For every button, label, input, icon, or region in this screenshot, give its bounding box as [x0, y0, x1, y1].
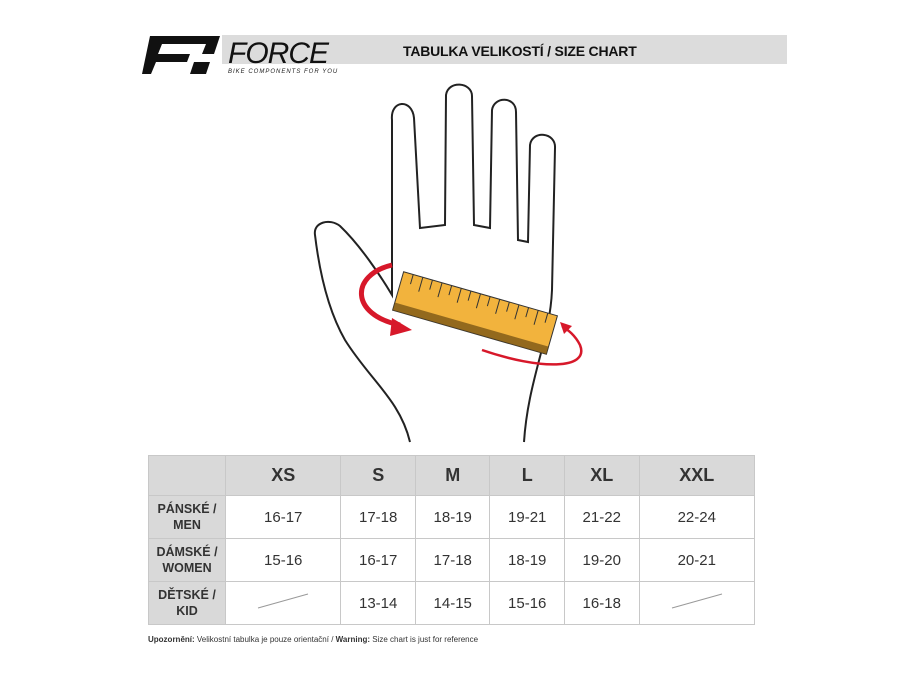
- cell: 14-15: [414, 581, 491, 625]
- cell: 15-16: [489, 581, 565, 625]
- row-label: PÁNSKÉ / MEN: [148, 495, 226, 539]
- col-xl: XL: [563, 455, 640, 496]
- slash-icon: [258, 593, 309, 609]
- brand-tagline: BIKE COMPONENTS FOR YOU: [228, 69, 339, 75]
- cell: 15-16: [224, 538, 342, 582]
- empty-cell: [638, 581, 755, 625]
- cell: 17-18: [340, 495, 416, 539]
- hand-outline: [313, 83, 557, 443]
- arrow-left-icon: [359, 262, 401, 328]
- force-logo-icon: [142, 36, 220, 74]
- col-xxl: XXL: [638, 455, 755, 496]
- cell: 21-22: [563, 495, 640, 539]
- cell: 16-17: [224, 495, 342, 539]
- empty-cell: [224, 581, 342, 625]
- header-bar: [222, 35, 787, 64]
- brand-name: FORCE: [228, 37, 329, 70]
- ruler-icon: [391, 271, 559, 355]
- table-row: DÁMSKÉ / WOMEN 15-16 16-17 17-18 18-19 19…: [148, 538, 755, 582]
- table-header-row: XS S M L XL XXL: [148, 455, 755, 496]
- col-m: M: [414, 455, 491, 496]
- col-l: L: [489, 455, 565, 496]
- table-row: DĚTSKÉ / KID 13-14 14-15 15-16 16-18: [148, 581, 755, 625]
- cell: 18-19: [489, 538, 565, 582]
- cell: 19-20: [563, 538, 640, 582]
- col-xs: XS: [224, 455, 342, 496]
- cell: 19-21: [489, 495, 565, 539]
- cell: 20-21: [638, 538, 755, 582]
- warning-note: Upozornění: Velikostní tabulka je pouze …: [148, 635, 479, 644]
- slash-icon: [671, 593, 722, 609]
- cell: 16-17: [340, 538, 416, 582]
- arrow-right-icon: [481, 324, 583, 366]
- cell: 13-14: [340, 581, 416, 625]
- cell: 16-18: [563, 581, 640, 625]
- page-title: TABULKA VELIKOSTÍ / SIZE CHART: [403, 43, 637, 59]
- cell: 17-18: [414, 538, 491, 582]
- cell: 18-19: [414, 495, 491, 539]
- row-label: DÁMSKÉ / WOMEN: [148, 538, 226, 582]
- row-label: DĚTSKÉ / KID: [148, 581, 226, 625]
- col-s: S: [340, 455, 416, 496]
- size-table: XS S M L XL XXL PÁNSKÉ / MEN 16-17 17-18 …: [148, 455, 755, 625]
- hand-illustration: [313, 83, 583, 443]
- corner-cell: [148, 455, 226, 496]
- table-row: PÁNSKÉ / MEN 16-17 17-18 18-19 19-21 21-2…: [148, 495, 755, 539]
- cell: 22-24: [638, 495, 755, 539]
